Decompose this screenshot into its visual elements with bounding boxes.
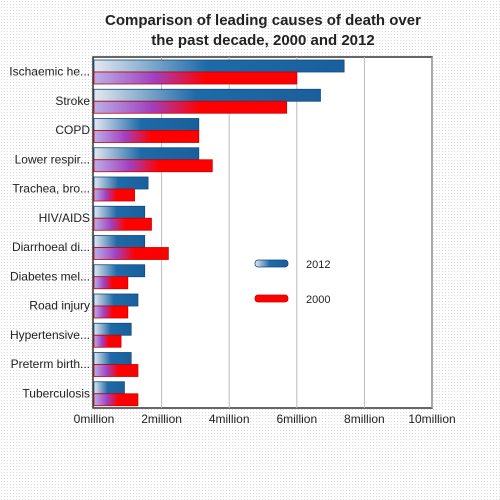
category-label: Stroke: [55, 94, 90, 108]
bar-2000: [93, 247, 169, 260]
bar-2012: [93, 176, 149, 190]
bar-2000: [93, 334, 122, 348]
bar-2012: [93, 88, 321, 102]
bar-2000: [93, 393, 139, 407]
bar-2000: [93, 100, 288, 114]
category-label: Preterm birth...: [11, 357, 90, 371]
category-label: COPD: [55, 123, 90, 137]
x-tick-label: 4million: [209, 412, 250, 426]
gridlines: [161, 57, 433, 408]
x-tick-label: 10million: [408, 412, 455, 426]
bar-2012: [93, 352, 132, 365]
bar-2000: [93, 130, 200, 143]
x-tick-label: 0million: [74, 412, 115, 426]
bar-2012: [93, 235, 146, 248]
category-label: Diabetes mel...: [10, 269, 90, 283]
bar-2000: [93, 276, 129, 290]
bars: [93, 59, 345, 407]
chart-title-line-1: Comparison of leading causes of death ov…: [105, 12, 421, 29]
category-label: HIV/AIDS: [39, 211, 90, 225]
bar-2000: [93, 217, 152, 231]
category-label: Tuberculosis: [22, 386, 90, 400]
category-label: Road injury: [29, 299, 90, 313]
x-axis-ticks: 0million 2million 4million 6million 8million…: [74, 412, 456, 426]
category-label: Ischaemic he...: [9, 65, 90, 79]
bar-2012: [93, 147, 200, 161]
bar-2012: [93, 205, 146, 219]
x-tick-label: 2million: [141, 412, 182, 426]
category-labels: Ischaemic he... Stroke COPD Lower respir...…: [9, 65, 90, 401]
category-label: Trachea, bro...: [12, 182, 90, 196]
bar-2012: [93, 322, 132, 336]
bar-2012: [93, 381, 125, 395]
legend-label-2000: 2000: [306, 294, 330, 306]
x-tick-label: 8million: [344, 412, 385, 426]
bar-2012: [93, 264, 146, 278]
bar-2012: [93, 293, 139, 307]
bar-2012: [93, 59, 345, 73]
plot-frame: [92, 56, 433, 409]
bar-2000: [93, 305, 129, 319]
bar-2012: [93, 118, 200, 131]
category-label: Lower respir...: [15, 152, 90, 166]
category-label: Diarrhoeal di...: [12, 240, 90, 254]
legend-swatch-2012: [254, 259, 289, 268]
legend-label-2012: 2012: [306, 259, 330, 271]
bar-2000: [93, 364, 139, 377]
category-label: Hypertensive...: [10, 328, 90, 342]
x-tick-label: 6million: [276, 412, 317, 426]
bar-2000: [93, 159, 213, 173]
bar-2000: [93, 188, 135, 202]
legend: 2012 2000: [254, 259, 330, 306]
chart-title-line-2: the past decade, 2000 and 2012: [151, 32, 374, 49]
legend-swatch-2000: [254, 294, 289, 303]
bar-2000: [93, 71, 298, 85]
